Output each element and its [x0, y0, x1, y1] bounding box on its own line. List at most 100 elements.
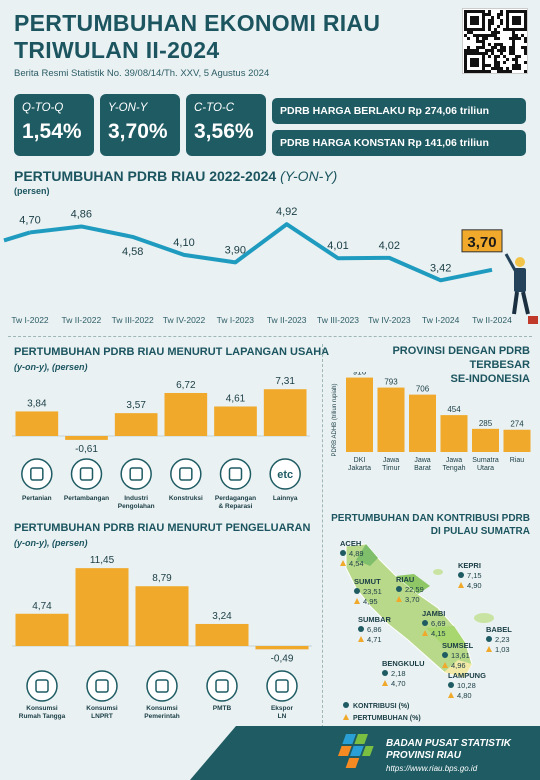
pertumbuhan-value: 4,54 — [349, 559, 364, 568]
x-tick-label: Tw IV-2023 — [368, 315, 411, 325]
businessman-icon — [504, 253, 538, 324]
data-label: 8,79 — [152, 573, 172, 584]
footer-agency-name: BADAN PUSAT STATISTIK PROVINSI RIAU — [386, 738, 511, 761]
kontribusi-dot — [458, 572, 464, 578]
lampung-region — [444, 660, 472, 678]
bar — [195, 623, 249, 646]
plant-icon — [21, 458, 53, 490]
point-label: 4,02 — [379, 240, 400, 252]
bar — [377, 387, 405, 452]
pertumbuhan-triangle — [486, 646, 492, 652]
qr-code[interactable] — [462, 8, 528, 74]
footer-url[interactable]: https://www.riau.bps.go.id — [386, 764, 478, 773]
data-label: 11,45 — [90, 555, 115, 566]
building-icon — [206, 670, 238, 702]
svg-text:etc: etc — [277, 469, 293, 481]
bar — [114, 413, 158, 436]
kontribusi-value: 2,18 — [391, 669, 406, 678]
category-label: Jawa — [383, 457, 399, 464]
pertumbuhan-triangle — [422, 630, 428, 636]
point-label: 4,86 — [71, 208, 92, 220]
bar — [15, 613, 69, 646]
pertumbuhan-triangle — [448, 692, 454, 698]
kontribusi-dot — [382, 670, 388, 676]
line-chart-unit: (persen) — [14, 186, 50, 196]
highlight-box — [461, 229, 503, 253]
province-name: BABEL — [486, 625, 512, 634]
category-label: Timur — [382, 465, 400, 472]
category-label: Pertanian — [22, 495, 52, 502]
pertumbuhan-triangle — [382, 680, 388, 686]
kontribusi-value: 22,59 — [405, 585, 424, 594]
riau-region — [396, 574, 430, 594]
bar — [214, 406, 257, 436]
pertumbuhan-triangle — [354, 598, 360, 604]
data-label: 274 — [510, 420, 524, 429]
province-name: LAMPUNG — [448, 671, 486, 680]
x-tick-label: Tw II-2024 — [472, 315, 512, 325]
bar — [472, 428, 499, 452]
pertumbuhan-triangle — [396, 596, 402, 602]
category-label: LNPRT — [91, 713, 113, 720]
pertumbuhan-value: 3,70 — [405, 595, 420, 604]
category-label: Sumatra — [472, 457, 499, 464]
bar — [263, 389, 307, 436]
kepri-island — [433, 569, 443, 575]
kpi-ctoc: C-TO-C 3,56% — [186, 94, 266, 156]
category-label: Konsumsi — [146, 705, 178, 712]
x-tick-label: Tw I-2022 — [11, 315, 49, 325]
x-tick-label: Tw III-2022 — [112, 315, 154, 325]
province-name: SUMUT — [354, 577, 381, 586]
point-label: 4,58 — [122, 246, 143, 258]
category-label: Konsumsi — [26, 705, 58, 712]
data-label: 454 — [447, 405, 461, 414]
kpi-qtoq: Q-TO-Q 1,54% — [14, 94, 94, 156]
category-label: LN — [278, 713, 287, 720]
construction-icon — [170, 458, 202, 490]
bar — [440, 415, 468, 452]
category-label: Konsumsi — [86, 705, 118, 712]
kontribusi-dot — [486, 636, 492, 642]
bar — [75, 568, 129, 646]
data-label: -0,61 — [75, 444, 98, 455]
category-label: Rumah Tangga — [19, 713, 66, 720]
category-label: Jakarta — [348, 465, 371, 472]
kontribusi-value: 13,61 — [451, 651, 470, 660]
x-tick-label: Tw I-2024 — [422, 315, 460, 325]
data-label: 3,24 — [212, 611, 232, 622]
pertumbuhan-triangle — [358, 636, 364, 642]
lapangan-title: PERTUMBUHAN PDRB RIAU MENURUT LAPANGAN U… — [14, 346, 330, 358]
x-tick-label: Tw IV-2022 — [163, 315, 206, 325]
kpi-yony: Y-ON-Y 3,70% — [100, 94, 180, 156]
government-icon — [146, 670, 178, 702]
category-label: Utara — [477, 465, 494, 472]
point-label: 4,92 — [276, 206, 297, 218]
pertumbuhan-value: 4,80 — [457, 691, 472, 700]
bar — [503, 429, 531, 452]
pertumbuhan-value: 4,15 — [431, 629, 446, 638]
lapangan-sub: (y-on-y), (persen) — [14, 362, 88, 372]
pertumbuhan-triangle — [442, 662, 448, 668]
province-name: RIAU — [396, 575, 414, 584]
x-tick-label: Tw II-2022 — [61, 315, 101, 325]
category-label: Perdagangan — [215, 495, 256, 502]
x-tick-label: Tw I-2023 — [217, 315, 255, 325]
point-label: 4,01 — [327, 240, 348, 252]
line-chart-title: PERTUMBUHAN PDRB RIAU 2022-2024 (Y-ON-Y) — [14, 168, 338, 184]
category-label: Industri — [124, 495, 148, 502]
province-name: SUMSEL — [442, 641, 474, 650]
province-name: KEPRI — [458, 561, 481, 570]
page-title: PERTUMBUHAN EKONOMI RIAU TRIWULAN II-202… — [14, 10, 381, 63]
category-label: Ekspor — [271, 705, 294, 712]
pengeluaran-sub: (y-on-y), (persen) — [14, 538, 88, 548]
trade-icon — [219, 458, 252, 490]
legend-pertumbuhan-triangle — [343, 714, 349, 720]
point-label: 3,70 — [467, 234, 496, 251]
